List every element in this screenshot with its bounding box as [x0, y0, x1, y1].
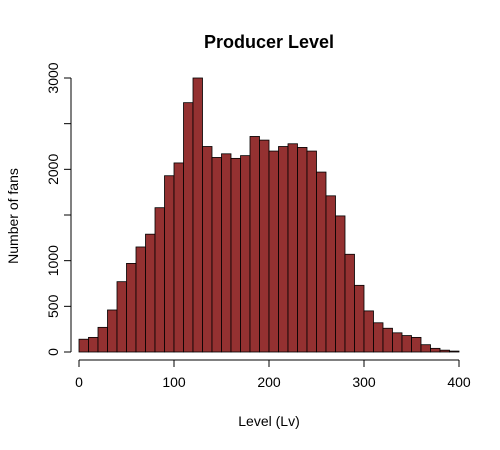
x-tick-label: 400 [447, 374, 471, 390]
histogram-bar [392, 332, 403, 353]
histogram-bar [344, 253, 355, 353]
y-tick-label: 1000 [45, 245, 61, 276]
x-tick-label: 0 [75, 374, 83, 390]
histogram-bar [249, 136, 260, 353]
histogram-bar [78, 338, 89, 353]
histogram-bar [154, 207, 165, 353]
x-tick-label: 300 [352, 374, 376, 390]
histogram-bar [164, 175, 175, 353]
histogram-bar [297, 147, 308, 353]
histogram-bar [211, 157, 222, 353]
histogram-bar [183, 102, 194, 353]
y-tick-label: 0 [45, 348, 61, 356]
histogram-bar [221, 153, 232, 353]
histogram-bar [135, 246, 146, 353]
histogram-bar [278, 146, 289, 353]
histogram-bar [259, 139, 270, 353]
histogram-bar [306, 150, 317, 353]
histogram-bar [401, 335, 412, 353]
histogram-bar [373, 322, 384, 353]
histogram-bar [316, 171, 327, 353]
y-tick-label: 2000 [45, 154, 61, 185]
histogram-bar [145, 233, 156, 353]
y-axis: 0 500 1000 2000 3000 [45, 62, 72, 356]
x-tick-label: 200 [257, 374, 281, 390]
chart-title: Producer Level [204, 32, 334, 52]
histogram-bar [173, 162, 184, 353]
histogram-bar [363, 310, 374, 353]
histogram-bar [88, 336, 99, 353]
histogram-bar [382, 327, 393, 353]
y-axis-label: Number of fans [5, 168, 21, 264]
x-tick-label: 100 [162, 374, 186, 390]
histogram-bar [107, 309, 118, 353]
histogram-bar [230, 157, 241, 353]
histogram-bar [411, 336, 422, 353]
x-axis: 0 100 200 300 400 [75, 359, 471, 390]
histogram-bar [430, 347, 441, 353]
histogram-bar [268, 150, 279, 353]
y-tick-label: 500 [45, 294, 61, 318]
bars-group [78, 77, 460, 353]
histogram-bar [354, 284, 365, 353]
histogram-bar [240, 155, 251, 353]
histogram-bar [439, 349, 450, 353]
histogram-bar [449, 350, 460, 353]
histogram-bar [192, 77, 203, 353]
histogram-bar [202, 146, 213, 353]
y-tick-label: 3000 [45, 62, 61, 93]
histogram-bar [97, 326, 108, 353]
histogram-bar [335, 215, 346, 353]
histogram-bar [287, 143, 298, 353]
histogram-bar [116, 281, 127, 353]
histogram-bar [420, 344, 431, 353]
histogram-bar [325, 195, 336, 353]
histogram-bar [126, 263, 137, 353]
x-axis-label: Level (Lv) [238, 413, 299, 429]
